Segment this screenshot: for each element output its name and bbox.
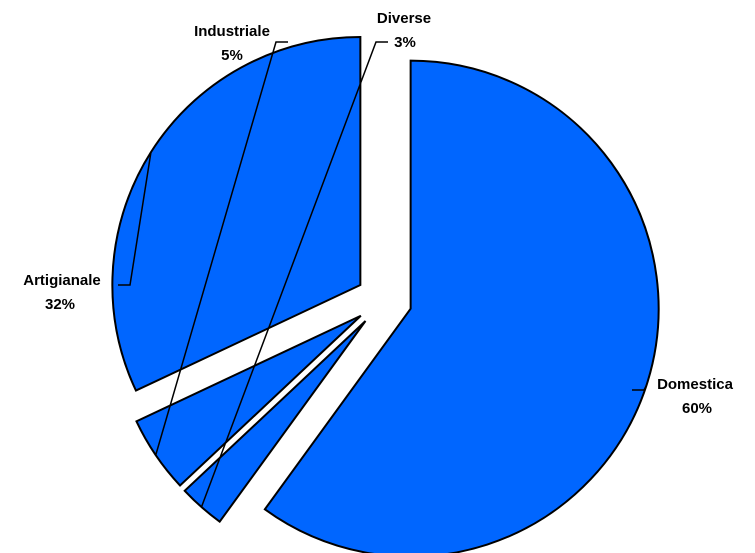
label-artigianale-value: 32% <box>45 296 75 313</box>
leader-line-artigianale <box>118 151 152 286</box>
pie-slices <box>111 35 660 553</box>
label-domestica-value: 60% <box>682 400 712 417</box>
label-diverse-name: Diverse <box>377 10 431 27</box>
pie-slice-artigianale <box>111 35 362 392</box>
leader-lines <box>118 41 648 508</box>
pie-slice-industriale <box>135 314 362 487</box>
label-artigianale-name: Artigianale <box>23 272 101 289</box>
leader-line-domestica <box>632 384 648 391</box>
label-industriale-name: Industriale <box>194 23 270 40</box>
leader-line-diverse <box>200 41 388 508</box>
label-industriale-value: 5% <box>221 47 243 64</box>
leader-line-industriale <box>155 41 288 456</box>
label-diverse-value: 3% <box>394 34 416 51</box>
label-domestica-name: Domestica <box>657 376 734 393</box>
